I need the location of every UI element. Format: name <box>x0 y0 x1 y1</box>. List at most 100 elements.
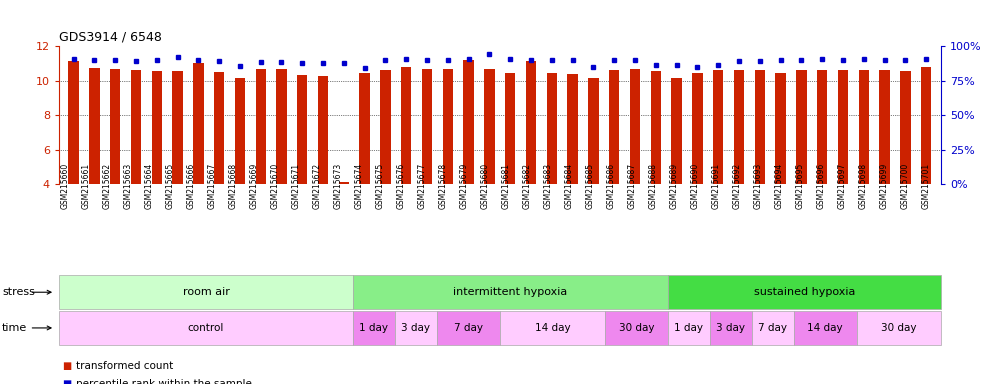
Bar <box>110 70 120 184</box>
Text: GDS3914 / 6548: GDS3914 / 6548 <box>59 30 162 43</box>
Bar <box>630 69 640 184</box>
Text: control: control <box>188 323 224 333</box>
Text: GSM215687: GSM215687 <box>627 163 636 209</box>
Text: 3 day: 3 day <box>401 323 431 333</box>
Text: GSM215670: GSM215670 <box>270 163 279 209</box>
Bar <box>713 70 723 184</box>
Bar <box>567 74 578 184</box>
Text: sustained hypoxia: sustained hypoxia <box>754 287 855 297</box>
Text: GSM215681: GSM215681 <box>501 163 510 209</box>
Bar <box>588 78 599 184</box>
Bar <box>796 70 807 184</box>
Text: GSM215672: GSM215672 <box>313 163 321 209</box>
Text: 7 day: 7 day <box>454 323 483 333</box>
Bar <box>505 73 515 184</box>
Bar <box>880 70 890 184</box>
Text: GSM215696: GSM215696 <box>816 163 826 209</box>
Bar <box>318 76 328 184</box>
Bar <box>838 70 848 184</box>
Text: GSM215677: GSM215677 <box>418 163 427 209</box>
Text: intermittent hypoxia: intermittent hypoxia <box>453 287 567 297</box>
Text: GSM215694: GSM215694 <box>775 163 783 209</box>
Bar <box>442 69 453 184</box>
Text: ■: ■ <box>62 361 71 371</box>
Text: ■: ■ <box>62 379 71 384</box>
Bar <box>921 67 931 184</box>
Text: 7 day: 7 day <box>758 323 787 333</box>
Text: GSM215682: GSM215682 <box>522 163 532 209</box>
Text: 1 day: 1 day <box>674 323 703 333</box>
Bar <box>172 71 183 184</box>
Text: GSM215686: GSM215686 <box>607 163 615 209</box>
Text: GSM215675: GSM215675 <box>376 163 384 209</box>
Text: percentile rank within the sample: percentile rank within the sample <box>76 379 252 384</box>
Text: 1 day: 1 day <box>360 323 388 333</box>
Text: GSM215691: GSM215691 <box>712 163 721 209</box>
Bar <box>692 73 703 184</box>
Text: GSM215667: GSM215667 <box>207 163 216 209</box>
Bar <box>276 70 287 184</box>
Text: GSM215697: GSM215697 <box>838 163 846 209</box>
Text: GSM215665: GSM215665 <box>165 163 174 209</box>
Text: GSM215663: GSM215663 <box>124 163 133 209</box>
Text: GSM215693: GSM215693 <box>753 163 762 209</box>
Text: GSM215660: GSM215660 <box>61 163 70 209</box>
Bar <box>380 70 390 184</box>
Bar <box>526 61 537 184</box>
Text: GSM215684: GSM215684 <box>564 163 573 209</box>
Bar <box>235 78 245 184</box>
Bar <box>401 67 412 184</box>
Text: GSM215700: GSM215700 <box>900 163 909 209</box>
Bar <box>339 182 349 184</box>
Text: GSM215689: GSM215689 <box>669 163 678 209</box>
Bar <box>151 71 162 184</box>
Bar <box>734 70 744 184</box>
Bar <box>131 70 142 184</box>
Text: GSM215688: GSM215688 <box>649 163 658 209</box>
Text: GSM215673: GSM215673 <box>333 163 342 209</box>
Text: GSM215668: GSM215668 <box>228 163 238 209</box>
Text: GSM215701: GSM215701 <box>921 163 930 209</box>
Bar <box>214 72 224 184</box>
Bar <box>609 70 619 184</box>
Bar <box>422 70 433 184</box>
Text: GSM215674: GSM215674 <box>355 163 364 209</box>
Bar <box>671 78 682 184</box>
Text: stress: stress <box>2 287 34 297</box>
Text: GSM215690: GSM215690 <box>690 163 699 209</box>
Text: GSM215671: GSM215671 <box>291 163 301 209</box>
Text: 3 day: 3 day <box>717 323 745 333</box>
Text: GSM215661: GSM215661 <box>82 163 90 209</box>
Text: GSM215678: GSM215678 <box>438 163 447 209</box>
Text: GSM215699: GSM215699 <box>879 163 889 209</box>
Text: GSM215680: GSM215680 <box>481 163 490 209</box>
Bar <box>547 73 557 184</box>
Bar <box>463 60 474 184</box>
Bar <box>651 71 661 184</box>
Text: GSM215669: GSM215669 <box>250 163 259 209</box>
Bar <box>193 63 203 184</box>
Text: GSM215676: GSM215676 <box>396 163 405 209</box>
Bar <box>776 73 785 184</box>
Text: GSM215692: GSM215692 <box>732 163 741 209</box>
Text: GSM215679: GSM215679 <box>459 163 468 209</box>
Text: 30 day: 30 day <box>881 323 916 333</box>
Text: 14 day: 14 day <box>807 323 843 333</box>
Bar <box>900 71 910 184</box>
Bar <box>817 70 828 184</box>
Bar <box>755 70 765 184</box>
Text: GSM215666: GSM215666 <box>187 163 196 209</box>
Text: 14 day: 14 day <box>535 323 570 333</box>
Text: transformed count: transformed count <box>76 361 173 371</box>
Text: GSM215664: GSM215664 <box>145 163 153 209</box>
Bar <box>69 61 79 184</box>
Bar <box>89 68 99 184</box>
Text: GSM215695: GSM215695 <box>795 163 804 209</box>
Text: GSM215698: GSM215698 <box>858 163 867 209</box>
Bar <box>297 75 308 184</box>
Bar <box>858 70 869 184</box>
Text: time: time <box>2 323 28 333</box>
Text: room air: room air <box>183 287 229 297</box>
Text: GSM215683: GSM215683 <box>544 163 552 209</box>
Text: 30 day: 30 day <box>618 323 654 333</box>
